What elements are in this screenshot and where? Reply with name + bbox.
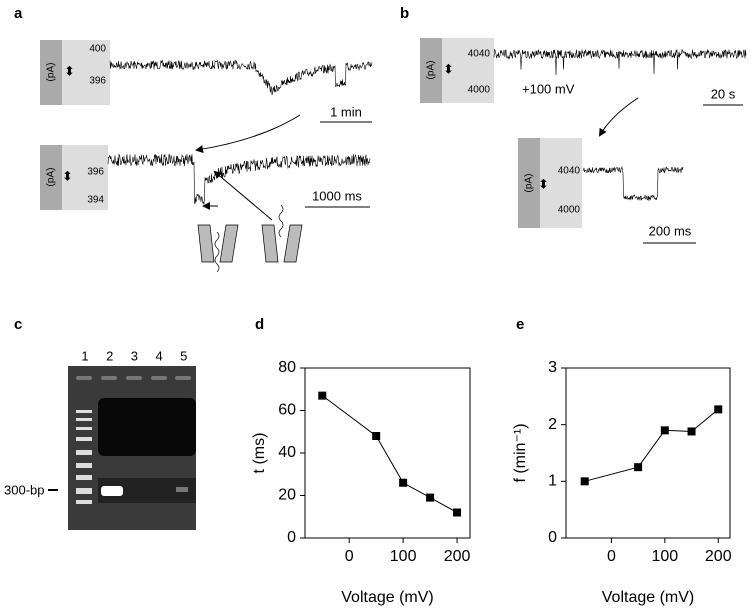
panel-label: d — [255, 316, 264, 333]
inset-scale: (pA) ⬍ 396 394 — [40, 145, 108, 210]
point — [453, 508, 462, 517]
y-tick-label: 2 — [548, 416, 557, 433]
lane-label: 2 — [106, 348, 113, 363]
point — [318, 391, 327, 400]
y-tick-label: 0 — [548, 529, 557, 546]
panel-label: e — [516, 316, 524, 333]
x-tick-label: 100 — [390, 548, 417, 565]
point — [634, 463, 643, 472]
scale-label: 1000 ms — [312, 188, 362, 203]
line — [584, 409, 719, 482]
unit: (pA) — [46, 63, 57, 82]
scale-label: 200 ms — [649, 223, 692, 238]
point — [580, 477, 589, 486]
current-trace — [582, 165, 684, 201]
point — [660, 426, 669, 435]
inset-scale: (pA) ⬍ 4040 4000 — [518, 138, 582, 228]
point — [426, 493, 435, 502]
arrow — [213, 170, 273, 221]
arrows: ⬍ — [64, 63, 75, 78]
y-tick-label: 60 — [278, 402, 296, 419]
plot-frame — [304, 367, 471, 539]
pore-schematic — [197, 204, 303, 273]
x-tick-label: 0 — [345, 548, 354, 565]
scale-label: 20 s — [711, 86, 736, 101]
tick: 396 — [87, 167, 104, 178]
point — [372, 432, 381, 440]
panel-label: b — [400, 5, 409, 22]
tick: 4040 — [558, 166, 581, 177]
arrows: ⬍ — [62, 168, 73, 183]
tick: 4040 — [468, 49, 491, 60]
lane-label: 3 — [131, 348, 138, 363]
line — [322, 395, 458, 513]
y-tick-label: 1 — [548, 473, 557, 490]
arrow — [195, 114, 301, 154]
y-tick-label: 0 — [287, 529, 296, 546]
y-tick-label: 80 — [278, 359, 296, 376]
plot-frame — [565, 367, 731, 539]
lane-label: 4 — [155, 348, 162, 363]
inset-scale: (pA) ⬍ 400 396 — [40, 40, 110, 105]
gel — [68, 366, 196, 530]
y-tick-label: 3 — [548, 359, 557, 376]
unit: (pA) — [426, 61, 437, 80]
current-trace — [109, 59, 373, 96]
y-axis-label: f (min⁻¹) — [512, 423, 529, 482]
unit: (pA) — [524, 174, 535, 193]
y-tick-label: 20 — [278, 487, 296, 504]
x-axis-label: Voltage (mV) — [602, 589, 694, 606]
point — [687, 427, 696, 436]
x-tick-label: 100 — [651, 548, 678, 565]
tick: 396 — [89, 76, 106, 87]
tick: 4000 — [468, 85, 491, 96]
y-tick-label: 40 — [278, 444, 296, 461]
lane-label: 5 — [180, 348, 187, 363]
lane-label: 1 — [81, 348, 88, 363]
current-trace — [107, 153, 371, 205]
point — [714, 405, 723, 414]
tick: 400 — [89, 44, 106, 55]
voltage-label: +100 mV — [522, 81, 575, 96]
arrows: ⬍ — [538, 176, 549, 191]
x-tick-label: 200 — [705, 548, 732, 565]
y-axis-label: t (ms) — [251, 433, 268, 474]
current-trace — [493, 48, 747, 76]
x-axis-label: Voltage (mV) — [341, 589, 433, 606]
x-tick-label: 200 — [444, 548, 471, 565]
marker-label: 300-bp — [4, 482, 44, 497]
tick: 4000 — [558, 205, 581, 216]
x-tick-label: 0 — [607, 548, 616, 565]
arrow — [598, 97, 639, 137]
unit: (pA) — [46, 168, 57, 187]
arrows: ⬍ — [443, 61, 454, 76]
point — [399, 478, 408, 487]
scale-label: 1 min — [330, 104, 362, 119]
panel-label: c — [14, 316, 22, 333]
panel-label: a — [14, 5, 23, 22]
tick: 394 — [87, 195, 104, 206]
inset-scale: (pA) ⬍ 4040 4000 — [420, 38, 494, 103]
